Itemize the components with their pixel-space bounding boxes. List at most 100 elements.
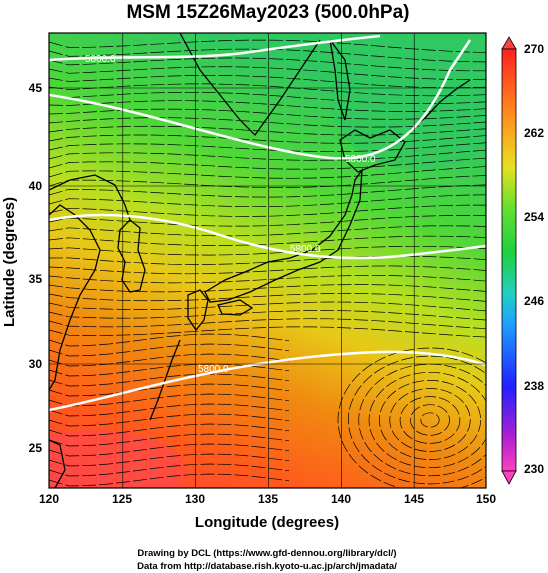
coast-sakhalin xyxy=(329,39,351,121)
x-tick-label: 125 xyxy=(112,492,132,506)
streamline xyxy=(49,235,486,246)
colorbar-tick-label: 262 xyxy=(524,126,544,140)
streamline xyxy=(49,225,486,237)
coast-kyushu xyxy=(187,289,209,332)
eddy-streamline xyxy=(337,347,486,488)
streamline xyxy=(49,284,486,293)
streamline xyxy=(49,473,290,487)
contour-label: 5800.0 xyxy=(198,364,229,375)
y-tick-label: 30 xyxy=(29,357,43,371)
streamline xyxy=(49,245,486,256)
eddy-streamline xyxy=(399,396,461,444)
streamline xyxy=(49,333,290,347)
eddy-streamline xyxy=(420,412,440,428)
streamline xyxy=(49,204,486,217)
coast-china-east xyxy=(49,204,101,391)
coast-shikoku xyxy=(217,299,254,316)
y-tick-label: 40 xyxy=(29,179,43,193)
colorbar-bottom-arrow xyxy=(501,470,517,485)
coast-ryukyu xyxy=(149,339,181,421)
x-tick-label: 150 xyxy=(476,492,496,506)
x-axis-label: Longitude (degrees) xyxy=(195,514,339,531)
figure-title: MSM 15Z26May2023 (500.0hPa) xyxy=(126,2,409,23)
contour-label: 5800.0 xyxy=(85,54,116,65)
colorbar-tick-label: 230 xyxy=(524,462,544,476)
y-tick-label: 35 xyxy=(29,272,43,286)
streamline xyxy=(49,413,290,427)
contour-line-north xyxy=(49,34,381,62)
eddy-streamline xyxy=(348,355,486,485)
streamline xyxy=(49,293,486,302)
streamline xyxy=(49,265,486,275)
x-tick-label: 120 xyxy=(39,492,59,506)
coast-hokkaido xyxy=(339,129,406,173)
streamline xyxy=(49,175,486,188)
streamline xyxy=(49,142,486,153)
streamline xyxy=(49,393,290,407)
y-axis: 25 30 35 40 45 Latitude (degrees) xyxy=(1,81,42,455)
coast-taiwan xyxy=(49,439,66,488)
streamline xyxy=(49,184,486,198)
colorbar-tick-label: 246 xyxy=(524,294,544,308)
streamline xyxy=(49,134,486,144)
eddy-streamline xyxy=(379,380,481,460)
streamline xyxy=(49,310,486,321)
x-tick-label: 130 xyxy=(185,492,205,506)
warm-core-southwest xyxy=(49,430,185,488)
credit-data-source: Data from http://database.rish.kyoto-u.a… xyxy=(137,561,397,572)
eddy-streamline xyxy=(410,404,450,436)
streamline xyxy=(49,423,290,437)
coast-manchuria xyxy=(49,174,131,221)
colorbar-tick-label: 254 xyxy=(524,210,544,224)
streamline xyxy=(49,125,486,136)
contour-label: 5800.0 xyxy=(290,244,321,255)
streamline xyxy=(49,301,486,312)
colorbar-tick-label: 270 xyxy=(524,42,544,56)
streamline xyxy=(49,383,290,397)
streamline xyxy=(49,353,290,367)
streamline xyxy=(49,149,486,161)
eddy-streamline xyxy=(389,388,471,452)
streamline xyxy=(49,215,486,227)
streamline xyxy=(49,255,486,265)
streamline xyxy=(49,66,486,80)
colorbar-top-arrow xyxy=(501,36,517,50)
streamline xyxy=(49,363,290,377)
coast-russia-far-east xyxy=(179,33,321,137)
x-tick-label: 145 xyxy=(404,492,424,506)
colorbar: 230 238 246 254 262 270 xyxy=(501,36,544,485)
streamline xyxy=(49,74,486,89)
streamline xyxy=(49,463,290,477)
streamline xyxy=(49,48,486,63)
streamline xyxy=(49,343,290,357)
streamline xyxy=(49,83,486,97)
streamline xyxy=(49,326,486,338)
y-tick-label: 45 xyxy=(29,81,43,95)
credit-drawing: Drawing by DCL (https://www.gfd-dennou.o… xyxy=(137,548,396,559)
x-tick-label: 140 xyxy=(331,492,351,506)
cool-patch-northeast xyxy=(330,33,486,170)
map-panel: 5800.0 5800.0 5800.0 5800.0 xyxy=(49,33,486,488)
streamline xyxy=(49,453,290,467)
map-frame xyxy=(48,32,487,489)
colorbar-tick-label: 238 xyxy=(524,379,544,393)
contour-labels: 5800.0 5800.0 5800.0 5800.0 xyxy=(85,54,376,375)
streamline xyxy=(49,373,290,387)
y-tick-label: 25 xyxy=(29,441,43,455)
streamline xyxy=(49,403,290,417)
x-axis: 120 125 130 135 140 145 150 Longitude (d… xyxy=(39,492,496,531)
streamline xyxy=(49,157,486,170)
streamline xyxy=(49,318,486,330)
streamline xyxy=(49,443,290,457)
streamline xyxy=(49,57,486,72)
colorbar-body xyxy=(501,48,517,472)
streamline xyxy=(49,166,486,179)
contour-line-upper xyxy=(49,39,472,160)
streamline xyxy=(49,39,486,53)
streamline xyxy=(49,91,486,105)
contour-label: 5800.0 xyxy=(345,154,376,165)
streamline xyxy=(49,433,290,447)
eddy-streamline xyxy=(368,371,486,469)
lat-lon-grid xyxy=(49,33,486,488)
